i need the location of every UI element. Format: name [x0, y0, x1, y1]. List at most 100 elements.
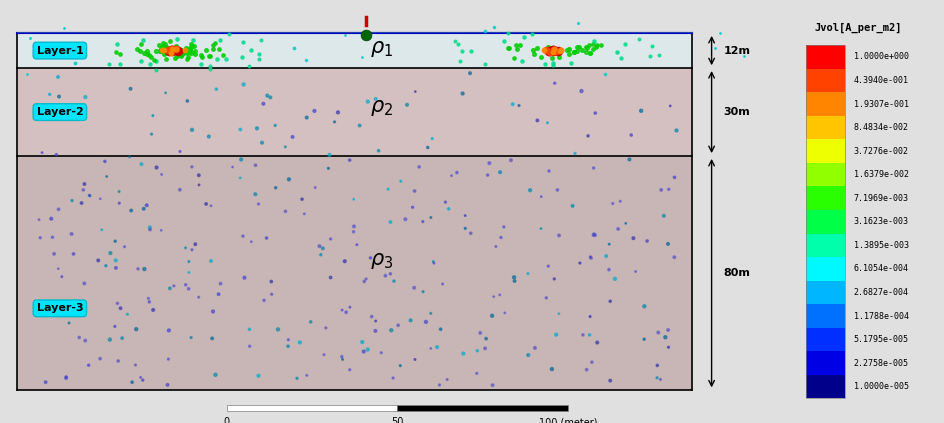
Point: [367, 327, 382, 334]
Point: [424, 135, 439, 142]
Point: [109, 48, 124, 55]
Point: [399, 102, 414, 108]
Point: [508, 41, 523, 48]
Point: [38, 379, 53, 385]
Point: [515, 34, 531, 41]
Point: [112, 60, 127, 67]
Point: [552, 47, 567, 54]
Point: [237, 275, 252, 281]
Point: [161, 327, 177, 334]
Point: [263, 278, 278, 285]
Point: [439, 376, 454, 383]
Point: [544, 55, 559, 61]
Point: [108, 257, 123, 264]
Point: [181, 269, 196, 276]
Point: [218, 55, 233, 62]
Point: [124, 207, 139, 214]
Point: [581, 41, 596, 48]
Point: [503, 157, 518, 164]
Point: [187, 51, 202, 58]
Point: [182, 45, 197, 52]
Point: [526, 51, 541, 58]
Point: [545, 47, 560, 54]
Point: [160, 49, 175, 55]
Point: [582, 332, 597, 338]
Point: [154, 171, 169, 178]
Point: [546, 47, 561, 54]
Point: [168, 47, 183, 54]
Point: [164, 47, 179, 54]
Point: [154, 44, 169, 51]
Point: [485, 24, 500, 31]
Text: 0: 0: [224, 417, 229, 423]
Point: [497, 310, 512, 316]
Point: [539, 44, 554, 51]
Point: [182, 46, 197, 53]
Point: [244, 47, 259, 53]
Point: [587, 44, 602, 50]
Point: [385, 375, 400, 382]
Point: [292, 339, 307, 346]
Point: [368, 318, 383, 324]
Point: [649, 362, 665, 369]
Point: [312, 243, 327, 250]
Point: [285, 134, 300, 140]
Point: [280, 343, 295, 350]
Point: [179, 46, 194, 53]
Text: 80m: 80m: [722, 268, 750, 278]
Point: [247, 191, 262, 198]
Point: [407, 188, 422, 195]
Point: [303, 319, 318, 325]
Point: [566, 150, 582, 157]
Point: [157, 51, 172, 58]
Point: [368, 96, 383, 102]
Bar: [805, 375, 844, 398]
Point: [564, 60, 579, 67]
Point: [338, 309, 353, 316]
Point: [371, 147, 386, 154]
Point: [35, 149, 50, 156]
Point: [166, 47, 181, 54]
Point: [444, 172, 459, 179]
Point: [110, 41, 125, 47]
Point: [155, 40, 170, 47]
Point: [321, 165, 336, 172]
Point: [356, 278, 371, 285]
Point: [549, 47, 565, 54]
Point: [145, 307, 160, 313]
Point: [143, 226, 158, 233]
Point: [212, 36, 228, 43]
Point: [358, 275, 373, 282]
Point: [405, 204, 420, 211]
Point: [208, 371, 223, 378]
Point: [707, 45, 722, 52]
Point: [235, 233, 250, 239]
Point: [198, 201, 213, 207]
Point: [403, 317, 418, 324]
Text: $\rho_1$: $\rho_1$: [370, 39, 393, 59]
Point: [149, 164, 164, 171]
Point: [164, 46, 179, 52]
Point: [313, 251, 329, 258]
Point: [535, 47, 550, 54]
Point: [132, 48, 147, 55]
Point: [505, 101, 520, 107]
Point: [506, 274, 521, 281]
Point: [140, 51, 155, 58]
Point: [541, 48, 556, 55]
Point: [68, 60, 83, 66]
Point: [426, 260, 441, 266]
Point: [162, 46, 177, 52]
Point: [346, 228, 361, 235]
Point: [166, 283, 181, 289]
Point: [582, 49, 598, 56]
Point: [127, 362, 143, 368]
Point: [492, 169, 507, 176]
Text: 30m: 30m: [722, 107, 750, 117]
Point: [542, 48, 557, 55]
Point: [541, 47, 556, 54]
Point: [493, 234, 508, 241]
Point: [181, 258, 196, 265]
Point: [176, 49, 191, 55]
Point: [587, 110, 602, 116]
